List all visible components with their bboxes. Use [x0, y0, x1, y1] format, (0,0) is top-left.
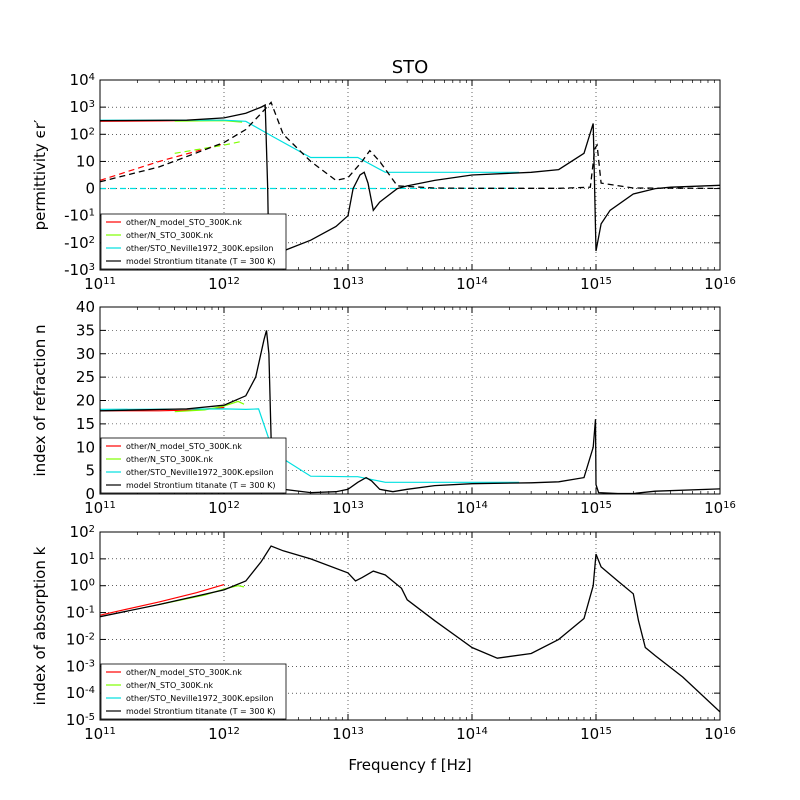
legend-entry: other/STO_Neville1972_300K.epsilon: [126, 694, 274, 703]
y-axis-label: permittivity ϵr′: [31, 119, 49, 230]
y-tick-label: -103: [64, 261, 95, 279]
y-tick-label: 103: [70, 98, 95, 116]
legend-entry: other/N_model_STO_300K.nk: [126, 442, 242, 451]
y-axis-label: index of absorption k: [31, 546, 49, 705]
x-tick-label: 1013: [332, 499, 364, 517]
x-tick-label: 1013: [332, 275, 364, 293]
legend-entry: model Strontium titanate (T = 300 K): [126, 707, 275, 716]
x-tick-label: 1011: [84, 725, 116, 743]
x-axis-label: Frequency f [Hz]: [348, 756, 471, 774]
series-line-1-7: [100, 101, 720, 190]
series-line-1-6: [100, 103, 720, 264]
figure-title: STO: [392, 57, 429, 78]
x-tick-label: 1012: [208, 275, 240, 293]
x-tick-label: 1014: [456, 725, 488, 743]
x-tick-label: 1016: [704, 499, 736, 517]
y-tick-label: 30: [76, 345, 95, 363]
y-tick-label: -101: [64, 207, 95, 225]
y-tick-label: 40: [76, 298, 95, 316]
x-tick-label: 1014: [456, 275, 488, 293]
y-tick-label: 5: [85, 462, 95, 480]
panel-2: 1011 1012 1013 1014 1015 10160510152025303540…: [31, 298, 736, 517]
series-line-2-2: [100, 408, 520, 483]
legend-entry: other/N_STO_300K.nk: [126, 681, 213, 690]
x-tick-label: 1012: [208, 499, 240, 517]
y-tick-label: 10-1: [66, 604, 95, 622]
legend: other/N_model_STO_300K.nk other/N_STO_300…: [100, 663, 287, 720]
legend: other/N_model_STO_300K.nk other/N_STO_300…: [100, 213, 287, 270]
panels: 1011 1012 1013 1014 1015 1016-103-102-1010101…: [31, 71, 736, 743]
x-tick-label: 1014: [456, 499, 488, 517]
y-tick-label: 10-5: [66, 711, 95, 729]
x-tick-label: 1013: [332, 725, 364, 743]
y-tick-label: 102: [70, 125, 95, 143]
legend: other/N_model_STO_300K.nk other/N_STO_300…: [100, 437, 287, 494]
series-line-1-1: [100, 143, 225, 181]
y-tick-label: 0: [85, 485, 95, 503]
axes-frame: [99, 531, 721, 721]
x-tick-label: 1015: [580, 275, 612, 293]
x-tick-label: 1011: [84, 275, 116, 293]
panel-1: 1011 1012 1013 1014 1015 1016 -103 -102 -101 0 10 1…: [31, 71, 736, 293]
legend-entry: other/N_STO_300K.nk: [126, 231, 213, 240]
legend-entry: other/N_STO_300K.nk: [126, 455, 213, 464]
y-tick-label: 102: [70, 523, 95, 541]
legend-entry: model Strontium titanate (T = 300 K): [126, 481, 275, 490]
y-tick-label: 0: [85, 180, 95, 198]
y-axis-label: index of refraction n: [31, 325, 49, 477]
series-line-2-1: [174, 400, 245, 413]
x-tick-label: 1016: [704, 725, 736, 743]
y-tick-label: 25: [76, 368, 95, 386]
panel-3: 1011 1012 1013 1014 1015 1016 10-5 10-4 10-3 10-2…: [31, 523, 736, 743]
legend-entry: other/N_model_STO_300K.nk: [126, 668, 242, 677]
y-tick-label: 10: [76, 152, 95, 170]
y-tick-label: 100: [70, 577, 95, 595]
legend-entry: other/N_model_STO_300K.nk: [126, 218, 242, 227]
y-tick-label: 10-3: [66, 657, 95, 675]
legend-entry: other/STO_Neville1972_300K.epsilon: [126, 244, 274, 253]
y-tick-label: 101: [70, 550, 95, 568]
y-tick-label: 104: [70, 71, 95, 89]
y-tick-label: 10: [76, 438, 95, 456]
series-line-3-3: [100, 545, 720, 713]
x-tick-label: 1011: [84, 499, 116, 517]
y-tick-label: 20: [76, 392, 95, 410]
series-line-3-0: [100, 584, 225, 616]
y-tick-label: -102: [64, 234, 95, 252]
x-tick-label: 1015: [580, 499, 612, 517]
y-tick-label: 10-4: [66, 684, 95, 702]
axes-frame: [99, 79, 721, 271]
y-tick-label: 10-2: [66, 630, 95, 648]
x-tick-label: 1016: [704, 275, 736, 293]
legend-entry: other/STO_Neville1972_300K.epsilon: [126, 468, 274, 477]
series-line-1-4: [100, 119, 520, 173]
y-tick-label: 15: [76, 415, 95, 433]
y-tick-label: 35: [76, 321, 95, 339]
x-tick-label: 1012: [208, 725, 240, 743]
series-line-2-3: [100, 330, 720, 494]
axes-frame: [99, 306, 721, 495]
legend-entry: model Strontium titanate (T = 300 K): [126, 257, 275, 266]
series-line-1-3: [174, 140, 243, 154]
x-tick-label: 1015: [580, 725, 612, 743]
